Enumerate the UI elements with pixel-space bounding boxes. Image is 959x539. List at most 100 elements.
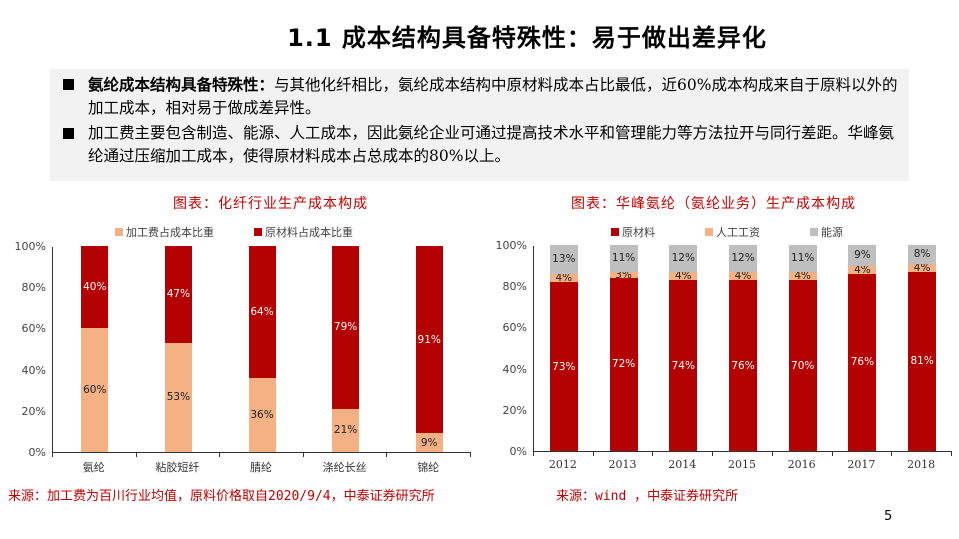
- bar-segment: 70%: [788, 280, 817, 451]
- legend-swatch-icon: [115, 228, 123, 236]
- stacked-bar: 73% 4% 13%: [549, 245, 578, 451]
- x-category-label: 2014: [668, 458, 697, 471]
- data-label: 4%: [734, 269, 752, 282]
- bar-segment: 4%: [848, 263, 877, 276]
- legend-item: 人工工资: [705, 224, 760, 240]
- data-label: 12%: [671, 252, 695, 265]
- bar-segment: 36%: [248, 377, 276, 452]
- stacked-bar: 72% 3% 11%: [609, 245, 638, 451]
- square-bullet-icon: [63, 79, 74, 90]
- legend-label: 能源: [821, 226, 843, 239]
- bar-segment: 60%: [81, 328, 109, 452]
- bar-segment: 4%: [908, 261, 937, 274]
- chart-title-left: 图表：化纤行业生产成本构成: [173, 196, 368, 212]
- data-label: 11%: [791, 252, 815, 265]
- x-category-label: 涤纶长丝: [322, 461, 367, 474]
- legend-item: 原材料: [611, 224, 655, 240]
- chart-legend-right: 原材料 人工工资 能源: [611, 224, 843, 240]
- data-label: 4%: [794, 269, 812, 282]
- legend-swatch-icon: [611, 228, 619, 236]
- x-category-label: 2015: [727, 458, 756, 471]
- legend-label: 加工费占成本比重: [126, 226, 214, 239]
- bar-segment: 3%: [609, 269, 638, 281]
- data-label: 79%: [333, 321, 358, 334]
- y-tick-label: 80%: [21, 281, 46, 295]
- data-label: 72%: [611, 358, 636, 371]
- y-tick-label: 100%: [495, 239, 527, 252]
- x-tick: [302, 452, 304, 457]
- chart-legend-left: 加工费占成本比重 原材料占成本比重: [115, 224, 353, 240]
- legend-item: 能源: [810, 224, 843, 240]
- legend-item: 原材料占成本比重: [254, 224, 353, 240]
- stacked-bar: 70% 4% 11%: [788, 245, 817, 451]
- y-tick-label: 0%: [509, 445, 527, 458]
- data-label: 47%: [166, 288, 191, 301]
- data-label: 73%: [552, 360, 576, 373]
- bar-segment: 74%: [669, 280, 698, 451]
- x-tick: [135, 452, 137, 457]
- x-tick: [470, 452, 471, 457]
- bar-segment: 11%: [609, 245, 638, 272]
- bar-segment: 8%: [908, 245, 937, 264]
- data-label: 40%: [83, 281, 107, 294]
- source-right: 来源：wind ，中泰证券研究所: [556, 489, 739, 504]
- x-tick: [386, 452, 388, 457]
- x-tick: [831, 451, 833, 456]
- data-label: 9%: [420, 436, 438, 449]
- stacked-bar: 36% 64%: [248, 246, 276, 452]
- bar-segment: 72%: [609, 277, 638, 451]
- data-label: 21%: [333, 424, 358, 437]
- y-tick-label: 60%: [21, 322, 46, 336]
- bar-segment: 4%: [549, 272, 578, 284]
- bar-segment: 12%: [669, 245, 698, 272]
- stacked-bar: 74% 4% 12%: [669, 245, 698, 451]
- x-tick: [219, 452, 221, 457]
- x-category-label: 腈纶: [249, 461, 272, 474]
- stacked-bar: 76% 4% 9%: [848, 245, 877, 451]
- bar-segment: 4%: [729, 269, 757, 282]
- y-tick-label: 40%: [502, 362, 527, 376]
- data-label: 9%: [854, 249, 871, 262]
- bar-segment: 9%: [415, 433, 443, 452]
- stacked-bar: 21% 79%: [332, 246, 360, 452]
- data-label: 4%: [913, 261, 931, 274]
- bar-segment: 40%: [81, 246, 109, 329]
- bar-segment: 47%: [164, 246, 192, 343]
- stacked-bar: 9% 91%: [415, 246, 443, 452]
- y-tick-label: 20%: [502, 403, 527, 417]
- data-label: 64%: [250, 305, 274, 318]
- plot-area: 73% 4% 13% 72% 3% 11% 74% 4% 12% 76% 4% 12% 70% 4% 11%…: [533, 245, 952, 456]
- stacked-bar: 81% 4% 8%: [908, 245, 937, 451]
- bar-segment: 11%: [788, 245, 817, 272]
- x-category-label: 2018: [907, 458, 936, 471]
- x-tick: [652, 451, 654, 456]
- x-category-label: 锦纶: [417, 461, 440, 474]
- bar-segment: 12%: [729, 245, 757, 272]
- bar-segment: 53%: [164, 342, 192, 452]
- bullet-text: 与其他化纤相比，氨纶成本结构中原材料成本占比最低，近60%成本构成来自于原料以外…: [88, 76, 898, 117]
- bar-segment: 79%: [332, 246, 360, 409]
- legend-label: 原材料占成本比重: [265, 226, 353, 239]
- x-tick: [771, 451, 773, 456]
- legend-swatch-icon: [810, 228, 818, 236]
- bullet-bold-lead: 氨纶成本结构具备特殊性：: [88, 75, 275, 94]
- data-label: 53%: [166, 391, 191, 404]
- data-label: 70%: [791, 359, 815, 372]
- data-label: 8%: [913, 248, 931, 261]
- bullet-text: 加工费主要包含制造、能源、人工成本，因此氨纶企业可通过提高技术水平和管理能力等方…: [88, 124, 895, 165]
- y-tick-label: 20%: [21, 404, 46, 418]
- summary-bullet: 氨纶成本结构具备特殊性：与其他化纤相比，氨纶成本结构中原材料成本占比最低，近60…: [60, 73, 899, 120]
- data-label: 81%: [910, 355, 934, 368]
- plot-area: 60% 40% 53% 47% 36% 64% 21% 79% 9% 91%: [52, 246, 471, 457]
- bar-segment: 21%: [332, 408, 360, 452]
- data-label: 13%: [552, 253, 576, 266]
- data-label: 4%: [854, 263, 871, 276]
- bar-segment: 73%: [549, 282, 578, 451]
- summary-bullet: 加工费主要包含制造、能源、人工成本，因此氨纶企业可通过提高技术水平和管理能力等方…: [60, 122, 899, 168]
- chart-title-right: 图表：华峰氨纶（氨纶业务）生产成本构成: [571, 196, 856, 212]
- y-tick-label: 0%: [28, 446, 46, 459]
- bar-segment: 81%: [908, 271, 937, 451]
- y-tick-label: 100%: [14, 240, 46, 253]
- bar-segment: 4%: [669, 270, 698, 282]
- bar-segment: 91%: [415, 246, 443, 434]
